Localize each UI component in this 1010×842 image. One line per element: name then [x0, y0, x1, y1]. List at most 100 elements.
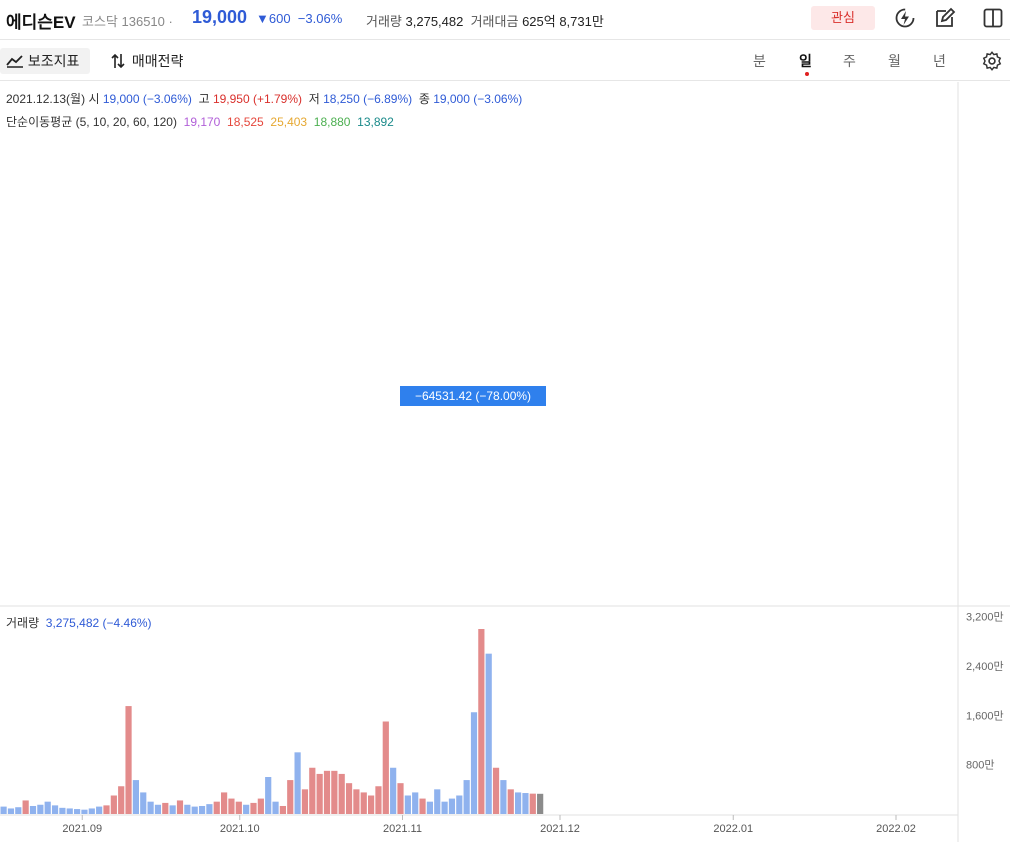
volume-bar: [397, 783, 404, 814]
volume-bar: [419, 798, 426, 814]
volume-bar: [37, 804, 44, 814]
stock-name: 에디슨EV: [6, 13, 76, 32]
volume-bar: [162, 802, 169, 814]
period-day[interactable]: 일: [799, 53, 812, 69]
time-tick-label: 2022.01: [713, 823, 753, 835]
volume-legend-value: 3,275,482 (−4.46%): [45, 616, 152, 630]
volume-bar: [0, 806, 7, 814]
open-label: 시: [88, 92, 100, 106]
ma-legend: 단순이동평균 (5, 10, 20, 60, 120) 19,170 18,52…: [6, 113, 394, 130]
volume-bar: [29, 805, 37, 814]
close-value: 19,000 (−3.06%): [433, 92, 523, 106]
volume-bar: [103, 805, 110, 814]
stock-meta: 코스닥 136510 ·: [82, 11, 173, 30]
watchlist-button[interactable]: 관심: [811, 6, 875, 30]
volume-bar: [412, 792, 419, 814]
volume-bar: [507, 789, 514, 814]
trend-icon: [6, 55, 23, 68]
volume-bar: [154, 804, 162, 814]
volume-bar: [500, 780, 507, 814]
stock-header: 에디슨EV 코스닥 136510 · 19,000 ▼600 −3.06% 거래…: [0, 0, 1010, 40]
volume-bar: [184, 804, 191, 814]
volume-bar: [140, 792, 147, 814]
volume-bar: [485, 653, 492, 814]
volume-bar: [265, 777, 272, 814]
indicator-label: 보조지표: [27, 53, 80, 69]
volume-bar: [257, 798, 264, 814]
ma20-value: 25,403: [270, 115, 308, 129]
measure-label-box: [400, 386, 546, 406]
volume-bar: [279, 805, 286, 814]
volume-tick-label: 800만: [966, 759, 994, 772]
volume-label: 거래량: [366, 14, 402, 29]
amount-label: 거래대금: [470, 14, 519, 29]
settings-gear-icon[interactable]: [981, 50, 1003, 72]
volume-bar: [368, 795, 375, 814]
volume-bar: [301, 789, 309, 814]
time-tick-label: 2021.11: [383, 823, 422, 835]
price-change: ▼600 −3.06%: [256, 11, 342, 26]
volume-bar: [15, 807, 22, 814]
volume-bar: [434, 789, 441, 814]
volume-bar: [529, 793, 536, 814]
chart-toolbar: 보조지표 매매전략 분 일 주 월 년: [0, 41, 1010, 81]
strategy-button[interactable]: 매매전략: [104, 48, 189, 74]
amount-value: 625억 8,731만: [522, 14, 604, 29]
volume-bar: [522, 793, 529, 814]
volume-bar: [360, 792, 367, 814]
high-label: 고: [198, 92, 210, 106]
volume-bar: [96, 806, 103, 814]
volume-bar: [118, 786, 125, 814]
indicator-button[interactable]: 보조지표: [0, 48, 90, 74]
sort-arrows-icon: [111, 53, 125, 69]
stock-code: 136510: [121, 14, 165, 29]
ma-legend-label: 단순이동평균 (5, 10, 20, 60, 120): [6, 115, 177, 129]
meta-separator: ·: [168, 14, 173, 29]
low-value: 18,250 (−6.89%): [323, 92, 413, 106]
volume-bar: [81, 809, 88, 814]
edit-icon[interactable]: [933, 6, 957, 30]
volume-bar: [22, 800, 29, 814]
volume-bar: [132, 780, 139, 814]
volume-bar: [456, 795, 463, 814]
lightning-icon[interactable]: [893, 6, 917, 30]
volume-bar: [294, 752, 301, 814]
market-label: 코스닥: [82, 14, 118, 29]
volume-legend: 거래량 3,275,482 (−4.46%): [6, 614, 152, 631]
ma60-value: 18,880: [313, 115, 351, 129]
volume-bar: [198, 805, 206, 814]
volume-bar: [375, 786, 382, 814]
volume-bar: [272, 801, 279, 814]
period-year[interactable]: 년: [933, 53, 946, 69]
panel-toggle-icon[interactable]: [981, 6, 1005, 30]
volume-bar: [176, 800, 184, 814]
volume-bar: [382, 721, 389, 814]
volume-bar: [345, 783, 353, 814]
ma10-value: 18,525: [227, 115, 264, 129]
period-minute[interactable]: 분: [753, 53, 766, 69]
time-tick-label: 2021.12: [540, 823, 580, 835]
volume-bar: [316, 773, 323, 814]
volume-bar: [353, 789, 360, 814]
period-week[interactable]: 주: [843, 53, 856, 69]
time-tick-label: 2021.09: [62, 823, 102, 835]
legend-date: 2021.12.13(월): [6, 92, 86, 106]
volume-bar: [323, 770, 331, 814]
volume-bar: [243, 804, 250, 814]
volume-bar: [537, 793, 544, 814]
ohlc-legend: 2021.12.13(월) 시 19,000 (−3.06%) 고 19,950…: [6, 90, 522, 107]
volume-bar: [287, 780, 294, 814]
volume-bar: [206, 804, 213, 814]
volume-bar: [59, 807, 66, 814]
volume-bar: [51, 805, 59, 814]
volume-bar: [66, 808, 73, 814]
volume-bar: [125, 706, 132, 814]
volume-bar: [221, 792, 228, 814]
volume-tick-label: 3,200만: [966, 611, 1004, 624]
volume-bar: [74, 809, 81, 814]
volume-bar: [191, 806, 198, 814]
change-abs: ▼600: [256, 11, 291, 26]
period-month[interactable]: 월: [888, 53, 901, 69]
volume-bar: [478, 629, 485, 814]
time-tick-label: 2021.10: [220, 823, 260, 835]
